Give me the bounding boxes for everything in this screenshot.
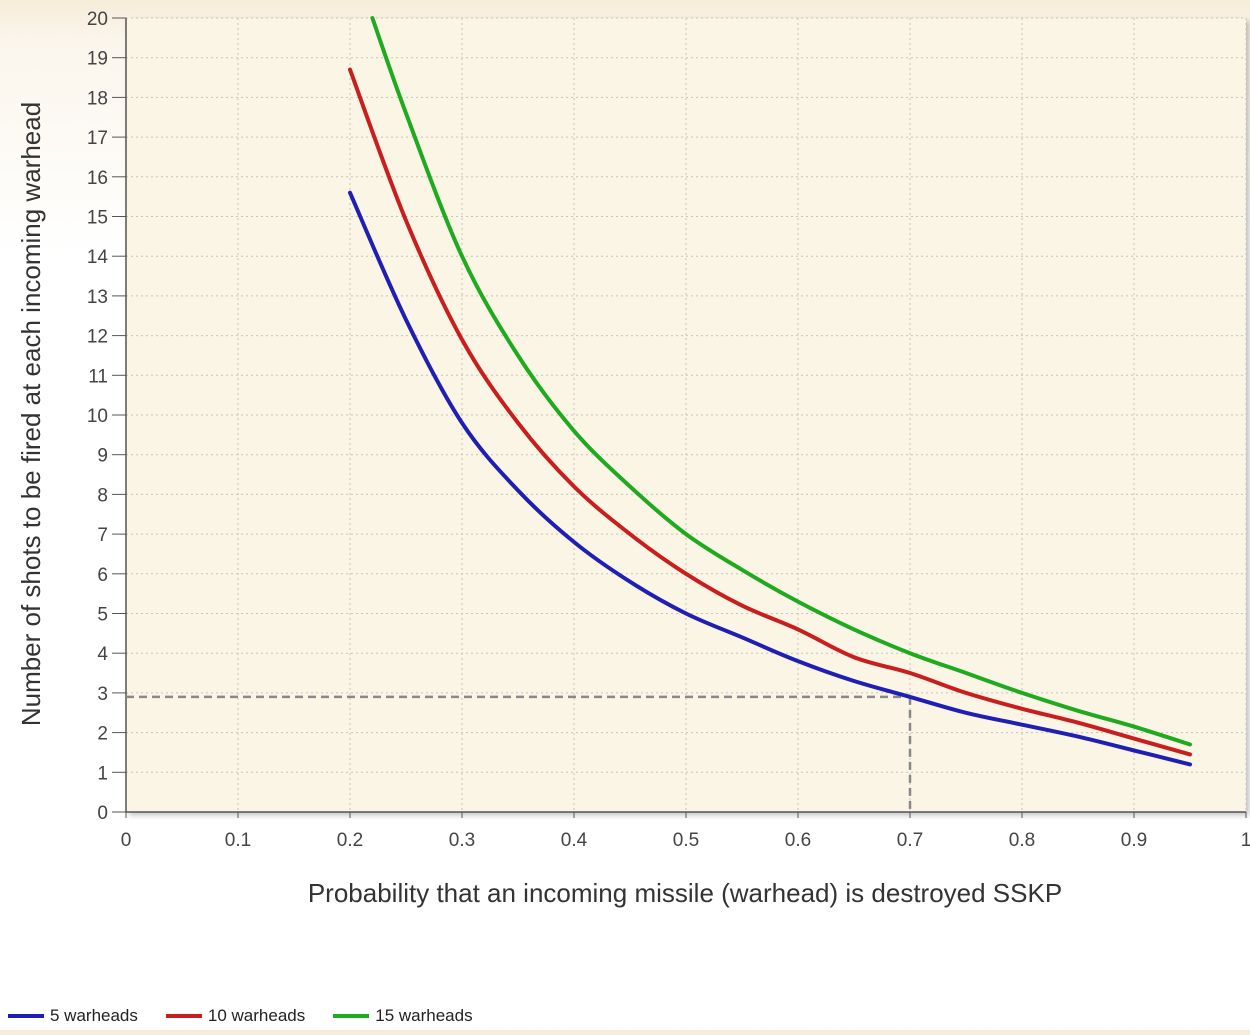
legend-item: 15 warheads — [333, 1006, 473, 1026]
y-axis-label: Number of shots to be fired at each inco… — [16, 102, 46, 726]
x-tick-label: 0.9 — [1121, 830, 1147, 851]
legend-swatch — [8, 1014, 44, 1018]
y-tick-label: 17 — [87, 128, 108, 149]
series-line — [348, 190, 1192, 767]
y-tick-label: 12 — [87, 327, 108, 348]
series — [348, 16, 1192, 767]
legend-swatch — [333, 1014, 370, 1018]
legend-label: 15 warheads — [375, 1006, 473, 1025]
x-tick-label: 0.1 — [225, 830, 251, 851]
y-tick-label: 14 — [87, 247, 109, 268]
series-line — [348, 67, 1192, 757]
x-tick-label: 0.2 — [337, 830, 363, 851]
y-tick-label: 1 — [97, 763, 108, 784]
y-tick-label: 10 — [87, 406, 108, 427]
y-tick-label: 0 — [97, 803, 108, 824]
y-tick-label: 4 — [97, 644, 108, 665]
x-tick-label: 0.4 — [561, 830, 588, 851]
legend-item: 10 warheads — [165, 1006, 306, 1026]
x-tick-label: 0.7 — [897, 830, 923, 851]
y-tick-label: 19 — [87, 49, 108, 70]
x-tick-label: 0 — [121, 830, 132, 851]
y-tick-label: 8 — [97, 485, 108, 506]
legend-label: 10 warheads — [207, 1006, 306, 1025]
x-tick-label: 0.3 — [449, 830, 475, 851]
x-tick-label: 0.5 — [673, 830, 699, 851]
x-tick-label: 1 — [1241, 830, 1250, 851]
y-tick-label: 5 — [97, 605, 108, 626]
y-tick-label: 13 — [87, 287, 108, 308]
y-tick-label: 15 — [87, 208, 108, 229]
y-tick-label: 6 — [97, 565, 108, 586]
y-tick-label: 9 — [97, 446, 108, 467]
y-tick-label: 18 — [87, 88, 108, 109]
reference-lines — [126, 695, 912, 812]
y-tick-label: 20 — [87, 9, 108, 30]
axes: 0 0.1 0.2 0.3 0.4 0.5 0.6 0.7 0.8 0.9 101234567891… — [87, 9, 1250, 851]
series-line — [370, 16, 1192, 747]
y-tick-label: 3 — [97, 684, 108, 705]
legend-item: 5 warheads — [8, 1006, 138, 1026]
x-tick-label: 0.6 — [785, 830, 811, 851]
legend: 5 warheads 10 warheads 15 warheads — [8, 1006, 501, 1026]
y-tick-label: 11 — [88, 366, 108, 387]
x-axis-label: Probability that an incoming missile (wa… — [308, 878, 1062, 908]
y-tick-label: 2 — [97, 724, 108, 745]
x-tick-label: 0.8 — [1009, 830, 1035, 851]
legend-label: 5 warheads — [50, 1006, 138, 1025]
y-tick-label: 16 — [87, 168, 108, 189]
legend-swatch — [165, 1014, 202, 1018]
y-tick-label: 7 — [97, 525, 108, 546]
